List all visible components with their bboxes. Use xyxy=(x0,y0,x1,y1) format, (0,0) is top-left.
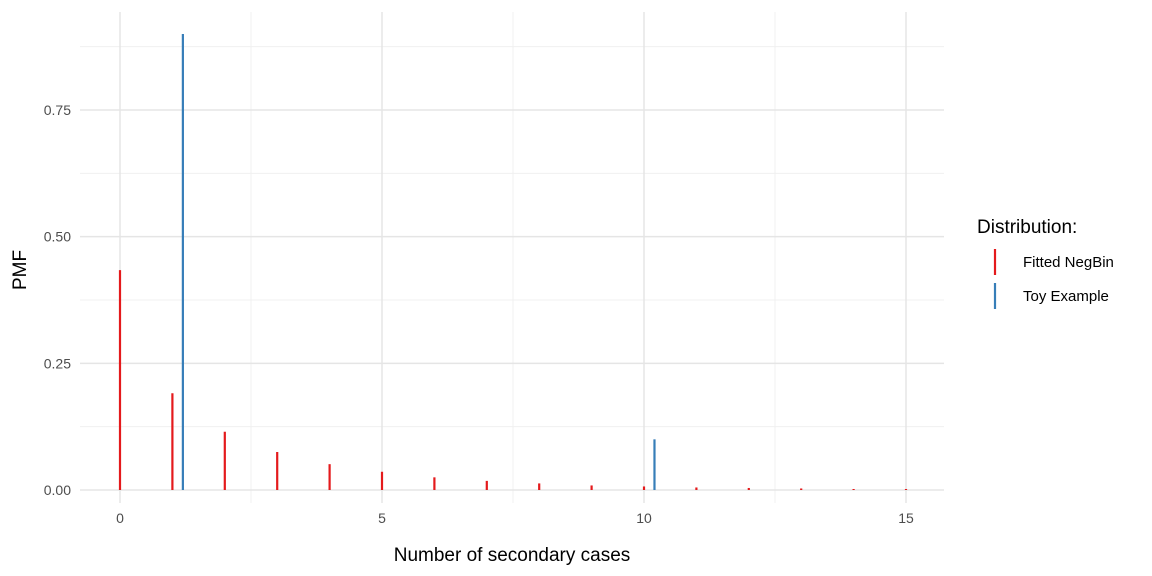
x-tick-label: 0 xyxy=(116,510,124,526)
legend-label: Fitted NegBin xyxy=(1023,254,1114,271)
series-fitted-negbin xyxy=(118,270,908,490)
x-tick-label: 5 xyxy=(378,510,386,526)
y-axis-title: PMF xyxy=(10,250,31,290)
legend: Distribution: Fitted NegBin Toy Example xyxy=(977,217,1114,309)
y-tick-label: 0.25 xyxy=(44,355,71,371)
y-tick-label: 0.00 xyxy=(44,482,71,498)
y-tick-label: 0.75 xyxy=(44,102,71,118)
legend-title: Distribution: xyxy=(977,217,1077,238)
x-tick-label: 10 xyxy=(636,510,652,526)
x-tick-label: 15 xyxy=(898,510,914,526)
series-toy-example xyxy=(181,34,656,490)
legend-item: Toy Example xyxy=(993,283,1109,309)
x-axis-title: Number of secondary cases xyxy=(394,545,631,566)
grid xyxy=(80,12,944,503)
y-tick-label: 0.50 xyxy=(44,229,71,245)
bars xyxy=(118,34,908,490)
y-tick-labels: 0.00 0.25 0.50 0.75 xyxy=(44,102,71,498)
legend-label: Toy Example xyxy=(1023,288,1109,305)
legend-item: Fitted NegBin xyxy=(993,249,1114,275)
x-tick-labels: 0 5 10 15 xyxy=(116,510,914,526)
